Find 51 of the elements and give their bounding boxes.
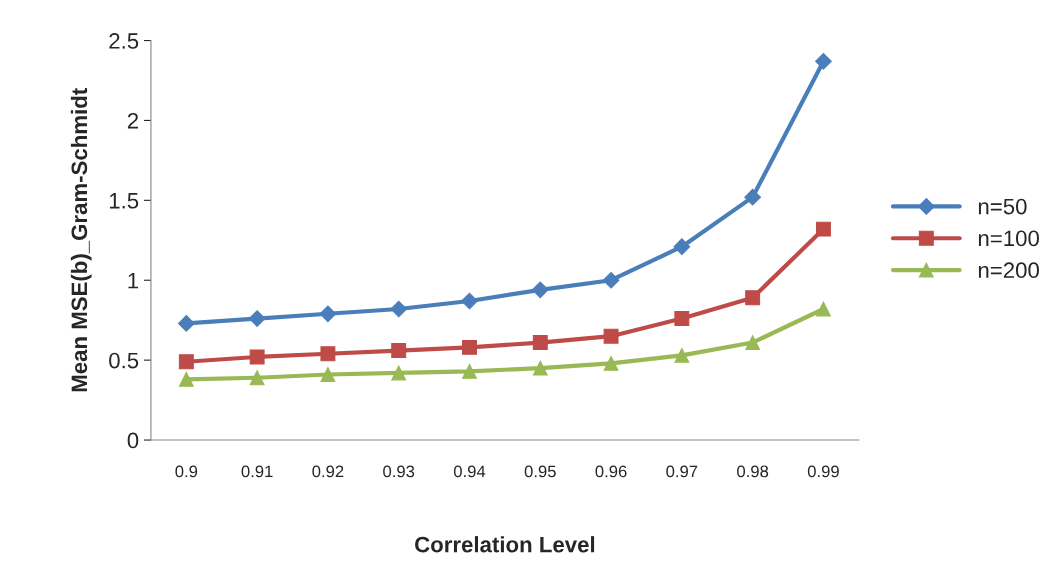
y-axis-title: Mean MSE(b)_Gram-Schmidt	[70, 88, 92, 392]
point	[673, 238, 691, 256]
point	[603, 355, 619, 371]
point	[674, 311, 690, 327]
point	[249, 349, 265, 365]
y-tick-label: 2	[127, 112, 139, 129]
x-tick-label: 0.97	[666, 465, 698, 478]
x-tick-label: 0.98	[737, 465, 769, 478]
x-tick-label: 0.94	[453, 465, 486, 478]
x-axis-title: Correlation Level	[415, 536, 595, 553]
point	[178, 371, 194, 387]
x-tick-label: 0.91	[241, 465, 273, 478]
point	[320, 346, 336, 362]
y-tick-label: 1	[128, 273, 139, 289]
y-tick-label: 0.5	[109, 352, 139, 369]
legend-label: n=100	[978, 230, 1039, 247]
x-tick-label: 0.92	[312, 465, 344, 478]
y-tick-label: 1.5	[109, 193, 139, 209]
point	[531, 281, 549, 299]
point	[462, 339, 477, 355]
point	[462, 363, 477, 379]
point	[461, 292, 478, 310]
point	[603, 328, 619, 344]
point	[744, 188, 762, 206]
point	[391, 365, 407, 381]
legend-label: n=50	[978, 198, 1027, 215]
x-tick-label: 0.9	[175, 465, 198, 478]
point	[249, 370, 265, 386]
x-tick-label: 0.93	[383, 465, 415, 478]
x-tick-label: 0.96	[595, 465, 627, 478]
x-tick-label: 0.99	[807, 465, 839, 478]
point	[390, 300, 408, 318]
point	[248, 310, 266, 327]
point	[532, 335, 548, 351]
legend-label: n=200	[978, 262, 1039, 279]
point	[815, 301, 831, 317]
point	[177, 315, 195, 332]
point	[602, 271, 620, 289]
y-tick-label: 2.5	[109, 33, 139, 49]
point	[320, 367, 336, 382]
point	[815, 221, 831, 237]
x-tick-label: 0.95	[524, 465, 556, 478]
point	[745, 335, 761, 351]
point	[674, 347, 690, 363]
point	[319, 305, 337, 323]
point	[178, 354, 194, 370]
point	[532, 360, 548, 376]
point	[815, 52, 832, 70]
y-tick-label: 0	[127, 432, 139, 449]
point	[745, 290, 761, 306]
point	[391, 343, 407, 359]
